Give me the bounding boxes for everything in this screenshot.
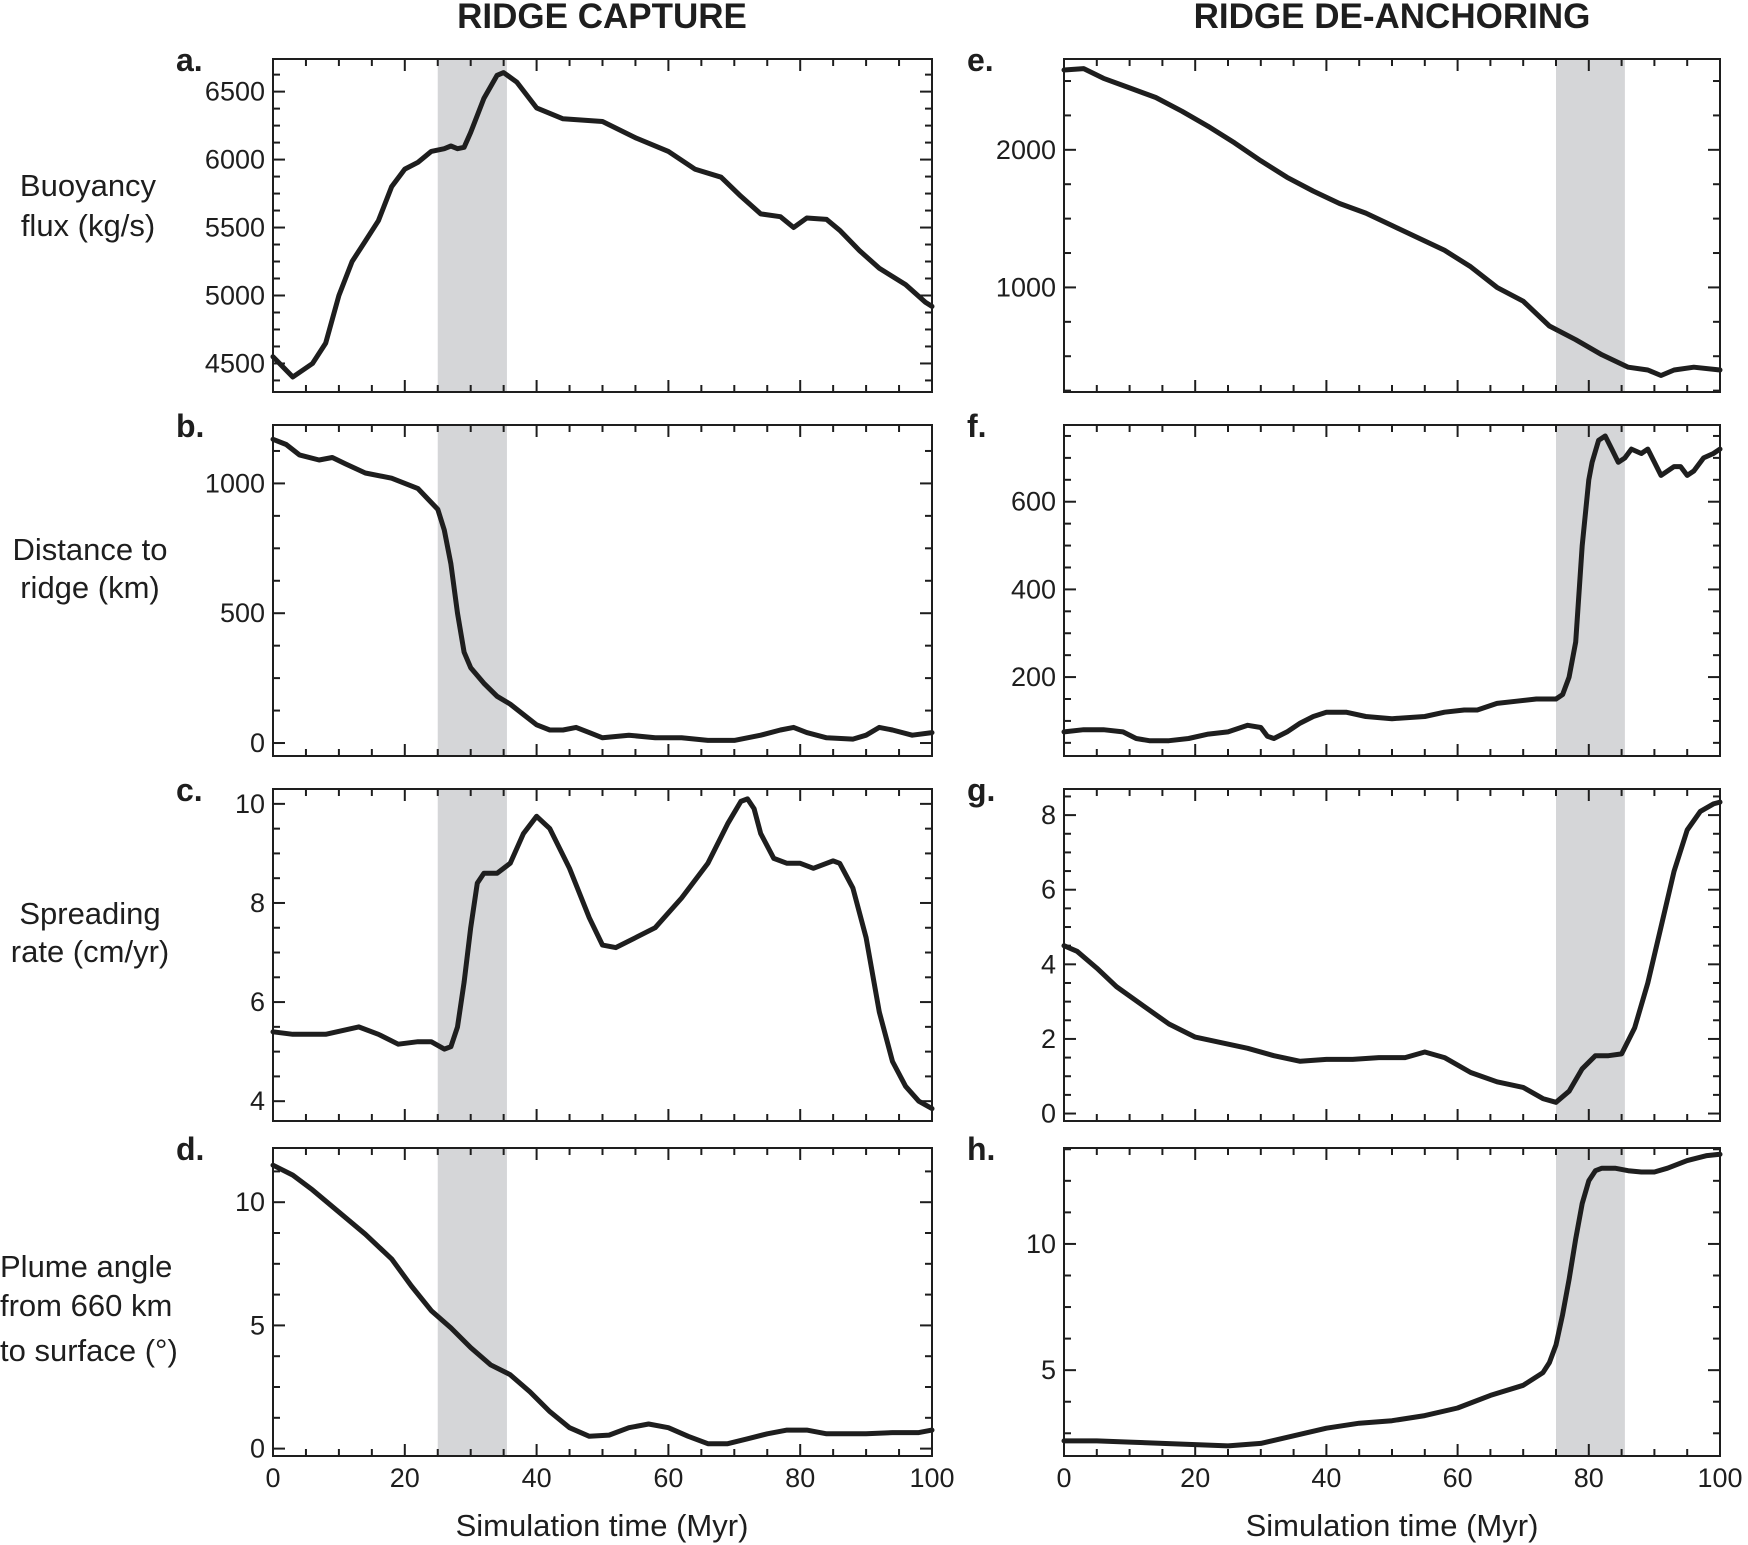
row-label-buoyancy-flux: Buoyancy flux (kg/s) [20,168,157,243]
row-label-distance-to-ridge: Distance to ridge (km) [12,532,167,605]
y-tick-label: 4500 [205,348,265,378]
shaded-interval [437,425,507,756]
series-line [270,1162,935,1447]
x-tick-label: 100 [909,1463,954,1493]
shaded-interval [437,59,507,392]
panel-letter: a. [176,42,203,78]
y-tick-label: 2000 [996,135,1056,165]
x-tick-label: 60 [653,1463,683,1493]
panel-letter: d. [176,1131,204,1167]
panels: 45005000550060006500a.05001000b.46810c.0… [176,42,1743,1493]
series-line [1061,66,1723,378]
shaded-interval [1556,789,1625,1121]
y-tick-label: 0 [250,1434,265,1464]
axes-frame [272,1147,933,1457]
row-label-spreading-rate: Spreading rate (cm/yr) [11,896,169,969]
y-tick-label: 10 [235,789,265,819]
series-line [1061,799,1723,1105]
row-label-line: Plume angle [0,1249,172,1284]
panel-c: 4 6 8 10 c. [176,772,935,1122]
y-tick-label: 5500 [205,213,265,243]
x-tick-label: 100 [1697,1463,1742,1493]
panel-d: 0 20 40 60 80 100 0 5 10 d. [176,1131,955,1493]
row-label-line: flux (kg/s) [21,208,155,243]
x-axis-label-right: Simulation time (Myr) [1246,1508,1539,1543]
y-tick-label: 4 [250,1086,265,1116]
x-tick-label: 40 [1311,1463,1341,1493]
axes-frame [272,788,933,1122]
row-label-line: to surface (°) [0,1333,178,1368]
column-title-ridge-capture: RIDGE CAPTURE [457,0,747,36]
x-tick-label: 0 [1056,1463,1071,1493]
y-tick-label: 4 [1041,949,1056,979]
row-label-line: Buoyancy [20,168,157,203]
x-axis-label-left: Simulation time (Myr) [456,1508,749,1543]
panel-h: 0 20 40 60 80 100 5 10 h. [967,1131,1743,1493]
shaded-interval [437,789,507,1121]
panel-letter: f. [967,408,987,444]
column-title-ridge-de-anchoring: RIDGE DE-ANCHORING [1194,0,1591,36]
y-tick-label: 6 [250,987,265,1017]
x-tick-label: 20 [390,1463,420,1493]
y-tick-label: 8 [1041,800,1056,830]
y-tick-label: 1000 [205,468,265,498]
y-tick-label: 0 [250,728,265,758]
panel-e: 1000 2000 e. [967,42,1723,393]
y-tick-label: 600 [1011,487,1056,517]
shaded-interval [1556,59,1625,392]
y-tick-label: 400 [1011,574,1056,604]
row-label-line: ridge (km) [20,570,160,605]
y-tick-label: 6 [1041,875,1056,905]
y-tick-label: 5000 [205,280,265,310]
x-tick-label: 40 [522,1463,552,1493]
series-line [270,70,935,380]
row-label-plume-angle: Plume angle from 660 km to surface (°) [0,1249,178,1368]
x-tick-label: 80 [1574,1463,1604,1493]
y-tick-label: 10 [235,1187,265,1217]
panel-f: 200 400 600 f. [967,408,1723,757]
panel-letter: c. [176,772,203,808]
y-tick-label: 0 [1041,1099,1056,1129]
series-line [270,436,935,743]
y-tick-label: 500 [220,598,265,628]
y-tick-label: 6000 [205,145,265,175]
row-label-line: Distance to [12,532,167,567]
series-line [270,796,935,1112]
y-tick-label: 6500 [205,77,265,107]
panel-g: 0 2 4 6 8 g. [967,772,1723,1129]
panel-letter: h. [967,1131,995,1167]
y-tick-label: 2 [1041,1024,1056,1054]
x-tick-label: 0 [265,1463,280,1493]
y-tick-label: 10 [1026,1229,1056,1259]
x-tick-label: 60 [1443,1463,1473,1493]
panel-letter: b. [176,408,204,444]
shaded-interval [1556,1148,1625,1456]
y-tick-label: 8 [250,888,265,918]
row-label-line: rate (cm/yr) [11,934,169,969]
x-tick-label: 80 [785,1463,815,1493]
row-label-line: from 660 km [0,1288,172,1323]
y-tick-label: 1000 [996,272,1056,302]
x-tick-label: 20 [1180,1463,1210,1493]
series-line [1061,1151,1723,1449]
series-line [1061,433,1723,744]
shaded-interval [437,1148,507,1456]
y-tick-label: 200 [1011,662,1056,692]
panel-letter: e. [967,42,994,78]
y-tick-label: 5 [1041,1355,1056,1385]
row-label-line: Spreading [19,896,160,931]
y-tick-label: 5 [250,1310,265,1340]
panel-letter: g. [967,772,995,808]
